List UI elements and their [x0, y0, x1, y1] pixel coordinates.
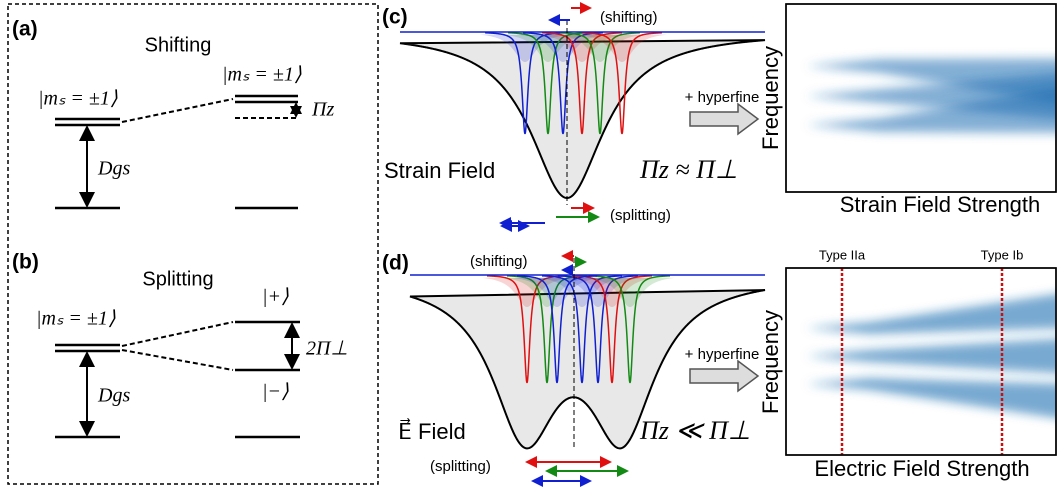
panel-label: (c)	[382, 6, 408, 29]
x-axis-label: Electric Field Strength	[814, 456, 1029, 481]
panel-label: (a)	[12, 18, 38, 41]
panel-b: (b) Splitting |mₛ = ±1⟩ |+⟩ |−⟩ 2Π⊥ Dgs	[12, 251, 348, 439]
field-label: E⃗ Field	[398, 418, 466, 444]
arrow-label: + hyperfine	[685, 346, 760, 363]
resonance-dip	[559, 32, 641, 135]
shifting-label: (shifting)	[600, 9, 658, 26]
broad-dip	[567, 277, 657, 307]
broad-dip	[518, 34, 608, 62]
panel-title: Shifting	[145, 34, 212, 56]
efield-well	[409, 289, 766, 450]
shift-label: Πz	[311, 99, 334, 121]
broad-dip	[503, 34, 593, 62]
heatmap-frame	[785, 3, 1057, 193]
field-label: Strain Field	[384, 158, 495, 183]
heatmap-branch	[806, 378, 1056, 418]
heatmap-branch	[806, 87, 1056, 133]
panel-label: (b)	[12, 251, 39, 274]
broad-dip	[585, 277, 675, 307]
heatmap-branch	[806, 338, 1056, 374]
splitting-label: (splitting)	[610, 207, 671, 224]
panel-label: (d)	[382, 252, 409, 275]
broad-dip	[502, 277, 592, 307]
level-label: |−⟩	[262, 381, 289, 403]
y-axis-label: Frequency	[758, 46, 783, 150]
heatmap-strain	[806, 58, 1056, 133]
marker-label: Type Ib	[981, 247, 1024, 262]
strain-well	[399, 39, 766, 200]
level-label: |mₛ = ±1⟩	[36, 308, 116, 330]
resonance-dip	[557, 275, 639, 384]
resonance-dip	[589, 275, 671, 384]
broad-dip	[553, 277, 643, 307]
heatmap-electric	[806, 294, 1056, 418]
y-axis-label: Frequency	[758, 310, 783, 414]
broad-dip	[555, 34, 645, 62]
heatmap-frame	[785, 267, 1057, 456]
resonance-dip	[516, 275, 598, 384]
arrow-label: + hyperfine	[685, 89, 760, 106]
panel-title: Splitting	[142, 268, 213, 290]
x-axis-label: Strain Field Strength	[840, 192, 1041, 217]
heatmap-branch	[806, 294, 1056, 334]
broad-dip	[512, 277, 602, 307]
gap-label: Dgs	[97, 385, 130, 407]
resonance-dip	[581, 32, 663, 135]
shifting-label: (shifting)	[470, 253, 528, 270]
panel-a: (a) Shifting |mₛ = ±1⟩ |mₛ = ±1⟩ Πz Dgs	[12, 18, 334, 210]
resonance-dip	[541, 275, 623, 384]
splitting-label: (splitting)	[430, 458, 491, 475]
relation-label: Πz ≪ Π⊥	[639, 416, 751, 445]
relation-label: Πz ≈ Π⊥	[639, 155, 738, 184]
level-label: |mₛ = ±1⟩	[222, 64, 302, 86]
split-label: 2Π⊥	[306, 338, 348, 360]
broad-dip	[537, 277, 627, 307]
resonance-dip	[541, 32, 623, 135]
level-label: |+⟩	[262, 286, 289, 308]
broad-dip	[480, 34, 570, 62]
marker-label: Type IIa	[819, 247, 866, 262]
level-label: |mₛ = ±1⟩	[38, 88, 118, 110]
broad-dip	[537, 34, 627, 62]
panel-c: (c) (shifting) (splitting) Strain Field …	[382, 2, 1057, 232]
broad-dip	[482, 277, 572, 307]
panel-frame	[7, 3, 379, 485]
gap-label: Dgs	[97, 158, 130, 180]
broad-dip	[577, 34, 667, 62]
